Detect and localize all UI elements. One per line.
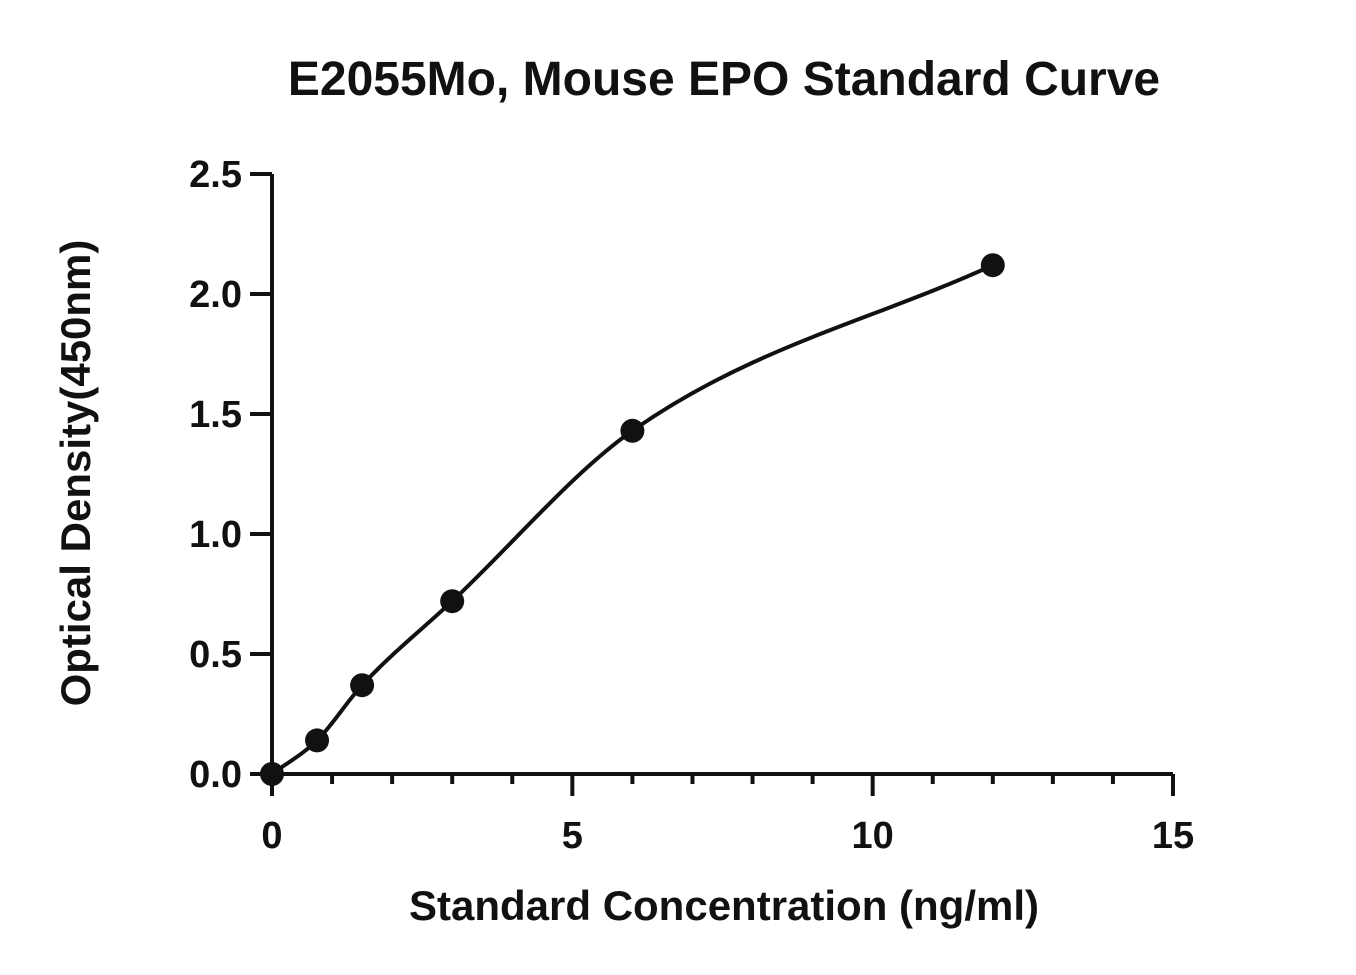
y-axis-label: Optical Density(450nm) (52, 240, 99, 707)
x-tick-label: 5 (562, 815, 583, 857)
data-point (980, 253, 1005, 278)
y-tick-label: 1.0 (189, 514, 242, 556)
x-tick-label: 15 (1152, 815, 1194, 857)
y-tick-label: 2.5 (189, 154, 242, 196)
y-tick-label: 2.0 (189, 274, 242, 316)
chart-title: E2055Mo, Mouse EPO Standard Curve (288, 53, 1160, 106)
y-tick-label: 0.0 (189, 754, 242, 796)
y-tick-label: 1.5 (189, 394, 242, 436)
data-point (440, 589, 465, 614)
data-point (350, 673, 375, 698)
data-point (305, 728, 330, 753)
x-tick-label: 10 (852, 815, 894, 857)
plot-area: 0 5 10 15 0.0 0.5 1.0 1.5 2.0 2.5 (189, 154, 1194, 857)
data-point (620, 418, 645, 443)
data-point (260, 762, 284, 786)
x-tick-label: 0 (261, 815, 282, 857)
fit-curve (270, 263, 994, 776)
x-axis-label: Standard Concentration (ng/ml) (409, 882, 1039, 929)
y-tick-label: 0.5 (189, 634, 242, 676)
